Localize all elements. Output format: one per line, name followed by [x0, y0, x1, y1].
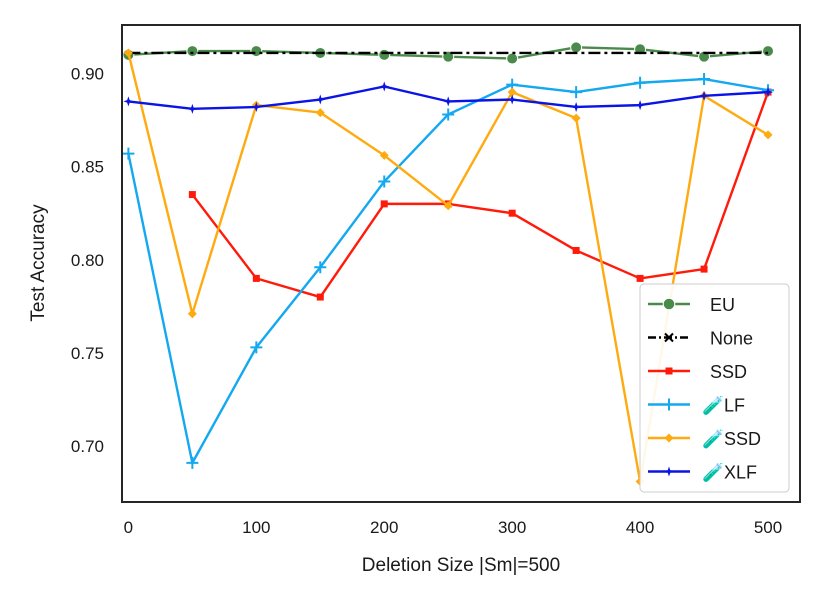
legend-label: LF — [724, 396, 745, 416]
data-point — [315, 108, 325, 118]
data-point — [250, 341, 263, 354]
potion-icon: 🧪 — [702, 463, 724, 483]
data-point — [378, 175, 391, 188]
legend-item: EU — [648, 295, 735, 315]
data-point — [763, 87, 774, 98]
series-5-xlf — [123, 81, 774, 114]
data-point — [762, 45, 775, 58]
data-point — [186, 456, 199, 469]
legend-marker — [665, 367, 673, 375]
x-tick-label: 500 — [754, 518, 782, 537]
data-point — [443, 96, 454, 107]
legend-label: SSD — [710, 362, 747, 382]
potion-icon: 🧪 — [702, 429, 724, 449]
data-point — [442, 108, 455, 121]
legend-item: 🧪 LF — [648, 396, 745, 416]
data-point — [122, 147, 135, 160]
data-point — [378, 48, 391, 61]
data-point — [443, 201, 453, 211]
data-point — [380, 200, 388, 208]
data-point — [123, 48, 133, 58]
data-point — [186, 45, 199, 58]
data-point — [570, 86, 583, 99]
legend-label: XLF — [724, 463, 757, 483]
x-tick-label: 300 — [498, 518, 526, 537]
data-point — [698, 73, 711, 86]
x-tick-label: 400 — [626, 518, 654, 537]
series-3-lf — [122, 73, 775, 469]
potion-icon: 🧪 — [702, 396, 724, 416]
data-point — [188, 191, 196, 199]
data-point — [379, 81, 390, 92]
y-ticks: 0.70 0.75 0.80 0.85 0.90 — [71, 64, 104, 456]
data-point — [379, 150, 389, 160]
data-point — [507, 94, 518, 105]
data-point — [123, 96, 134, 107]
y-tick-label: 0.75 — [71, 344, 104, 363]
legend-marker — [663, 398, 675, 411]
legend-label: None — [710, 329, 753, 349]
legend-marker — [664, 433, 674, 443]
data-point — [506, 52, 519, 65]
data-point — [636, 274, 644, 282]
legend-item: None — [648, 329, 753, 349]
y-tick-label: 0.80 — [71, 251, 104, 270]
data-point — [571, 101, 582, 112]
data-point — [571, 113, 581, 123]
data-point — [251, 101, 262, 112]
data-point — [507, 87, 517, 97]
plot-frame — [121, 24, 801, 503]
legend-label: SSD — [724, 429, 761, 449]
legend-item: SSD — [648, 362, 747, 382]
x-tick-label: 0 — [124, 518, 133, 537]
data-point — [250, 45, 263, 58]
legend-item: 🧪 SSD — [648, 429, 761, 449]
data-point — [316, 293, 324, 301]
legend-marker — [664, 466, 674, 477]
legend-item: 🧪 XLF — [648, 463, 757, 483]
x-tick-label: 100 — [242, 518, 270, 537]
y-tick-label: 0.85 — [71, 158, 104, 177]
data-point — [314, 261, 327, 274]
data-point — [187, 309, 197, 319]
y-tick-label: 0.90 — [71, 64, 104, 83]
data-point — [699, 90, 710, 101]
data-point — [315, 94, 326, 105]
data-point — [252, 274, 260, 282]
x-axis-label: Deletion Size |Sm|=500 — [362, 555, 560, 576]
data-point — [572, 246, 580, 254]
data-point — [570, 41, 583, 54]
data-point — [187, 103, 198, 114]
data-point — [508, 209, 516, 217]
data-point — [635, 100, 646, 111]
data-point — [700, 265, 708, 273]
x-ticks: 0 100 200 300 400 500 — [124, 518, 783, 537]
data-point — [634, 76, 647, 89]
data-point — [763, 130, 773, 140]
series-line — [191, 91, 770, 299]
x-tick-label: 200 — [370, 518, 398, 537]
y-tick-label: 0.70 — [71, 437, 104, 456]
legend-marker — [664, 332, 674, 343]
y-axis-label: Test Accuracy — [28, 204, 49, 322]
legend-box — [639, 283, 790, 493]
legend-label: EU — [710, 295, 735, 315]
series-2-ssd — [188, 88, 772, 301]
legend-marker — [662, 297, 676, 311]
